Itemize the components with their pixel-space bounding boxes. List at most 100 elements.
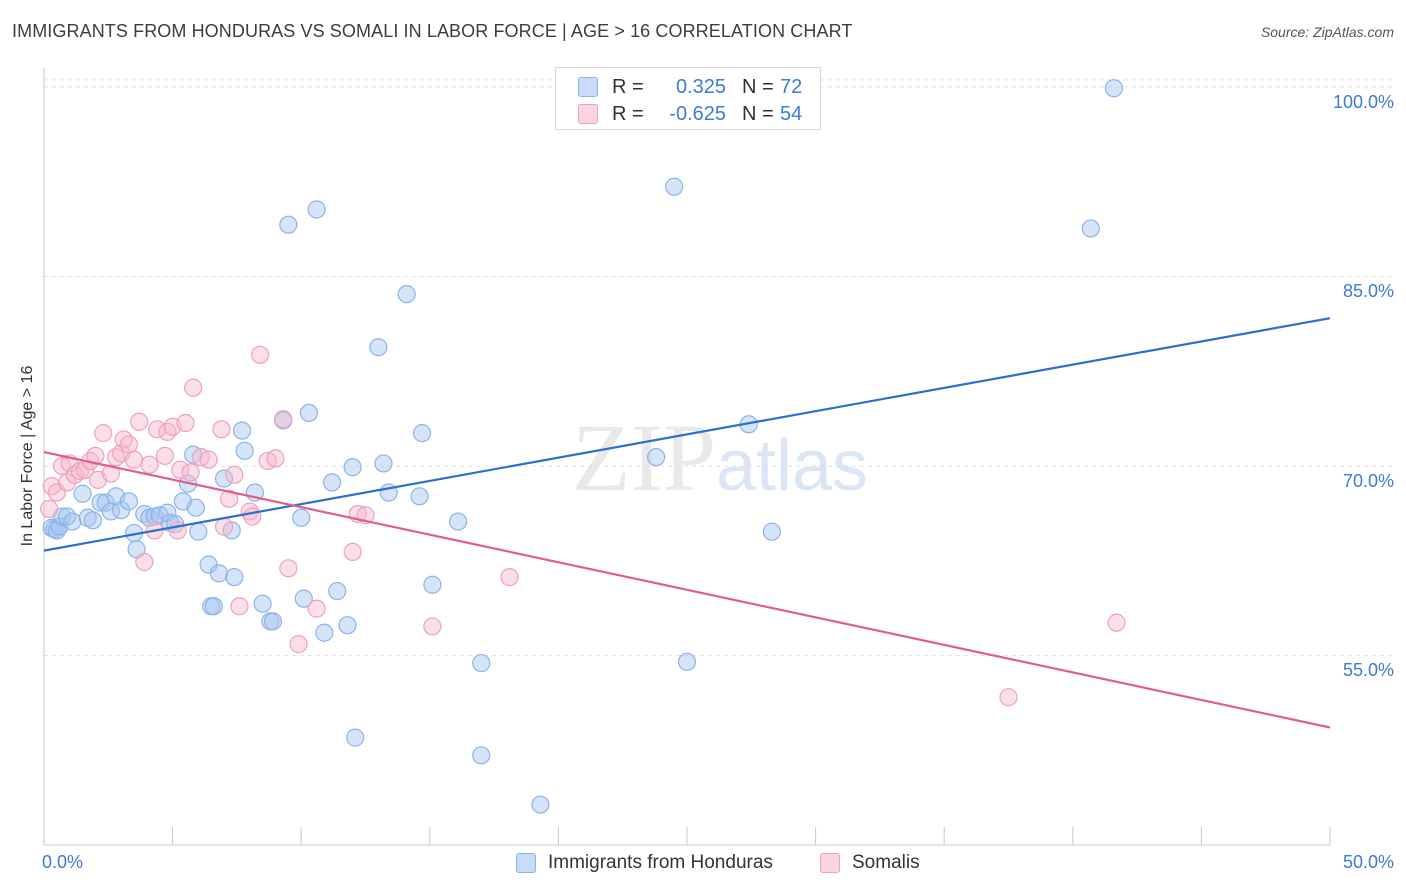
watermark: ZIPatlas [572, 404, 868, 511]
data-point [232, 421, 252, 440]
x-tick-max: 50.0% [1342, 852, 1394, 872]
data-point [266, 449, 285, 468]
data-point [189, 522, 208, 541]
data-point [263, 612, 283, 631]
data-point [472, 653, 491, 673]
y-tick-label: 55.0% [1342, 660, 1394, 681]
bottom-legend-label-somalis: Somalis [852, 852, 920, 873]
data-point [374, 454, 393, 473]
data-point [289, 635, 308, 654]
data-point [58, 507, 77, 526]
data-point [1104, 79, 1124, 98]
data-point [531, 795, 550, 814]
data-point [186, 498, 205, 517]
data-point [423, 575, 442, 594]
data-point [343, 458, 362, 477]
data-point [500, 568, 519, 587]
data-point [410, 487, 429, 506]
data-point [96, 493, 115, 512]
data-point [83, 511, 102, 530]
data-point [999, 688, 1018, 707]
data-point [343, 542, 362, 561]
data-point [212, 420, 231, 439]
data-point [274, 410, 293, 429]
data-point [299, 403, 319, 423]
data-point [292, 508, 311, 527]
legend-row-honduras: R = 0.325 N = 72 [578, 74, 802, 100]
bottom-legend-swatch-somalis [820, 853, 840, 873]
data-point [230, 597, 249, 616]
data-point [328, 581, 347, 601]
data-point [158, 422, 177, 441]
data-point [130, 412, 149, 431]
trend-line-0 [43, 317, 1331, 552]
data-point [472, 746, 491, 765]
data-point [279, 215, 298, 234]
data-point [40, 499, 59, 519]
watermark-atlas: atlas [716, 426, 868, 506]
data-point [677, 652, 697, 671]
data-point [78, 508, 97, 527]
data-point [253, 594, 272, 613]
legend-n-value-honduras: 72 [780, 75, 803, 98]
watermark-zip: ZIP [572, 404, 716, 511]
data-point [58, 473, 77, 492]
data-point [119, 435, 138, 454]
data-point [140, 455, 159, 474]
data-point [184, 378, 203, 397]
legend-n-value-somalis: 54 [780, 102, 803, 125]
data-point [199, 450, 218, 469]
y-axis-label: In Labor Force | Age > 16 [19, 365, 36, 547]
legend-row-somalis: R = -0.625 N = 54 [578, 101, 802, 127]
legend-r-label: R = [612, 102, 644, 125]
legend-r-value-somalis: -0.625 [669, 102, 726, 125]
data-point [369, 338, 388, 357]
data-point [243, 507, 262, 526]
y-tick-label: 85.0% [1342, 281, 1394, 302]
data-point [86, 446, 105, 465]
data-point [225, 465, 244, 484]
y-tick-label: 70.0% [1342, 470, 1394, 491]
data-point [762, 522, 781, 541]
legend-n-label: N = [742, 102, 774, 125]
data-point [214, 469, 234, 488]
data-point [220, 489, 239, 508]
data-point [647, 448, 666, 467]
data-point [225, 568, 244, 587]
data-point [204, 597, 223, 616]
data-point [307, 599, 326, 618]
data-point [155, 446, 174, 465]
legend-r-label: R = [612, 75, 644, 98]
data-point [1081, 219, 1100, 238]
data-point [209, 564, 228, 583]
data-point [1107, 613, 1126, 632]
legend-swatch-somalis [578, 104, 598, 124]
chart-title: IMMIGRANTS FROM HONDURAS VS SOMALI IN LA… [12, 21, 853, 41]
data-point [135, 552, 154, 572]
correlation-legend: R = 0.325 N = 72 R = -0.625 N = 54 [555, 67, 821, 130]
data-point [665, 177, 684, 196]
data-point [279, 559, 298, 578]
trend-line-1 [43, 451, 1331, 729]
data-point [214, 517, 234, 536]
data-point [119, 492, 138, 511]
series-0 [42, 79, 1124, 814]
data-point [176, 413, 195, 433]
bottom-legend-honduras: Immigrants from Honduras [516, 852, 773, 874]
legend-swatch-honduras [578, 77, 598, 97]
data-point [397, 285, 416, 304]
data-point [448, 512, 468, 531]
chart-source: Source: ZipAtlas.com [1260, 24, 1394, 40]
data-point [315, 623, 334, 642]
bottom-legend-swatch-honduras [516, 853, 536, 873]
data-point [250, 345, 270, 364]
legend-r-value-honduras: 0.325 [675, 75, 726, 98]
data-point [412, 424, 432, 443]
data-point [338, 616, 357, 635]
legend-n-label: N = [742, 75, 774, 98]
data-point [181, 463, 200, 482]
data-point [94, 424, 113, 443]
data-point [114, 430, 133, 449]
data-point [124, 450, 144, 469]
